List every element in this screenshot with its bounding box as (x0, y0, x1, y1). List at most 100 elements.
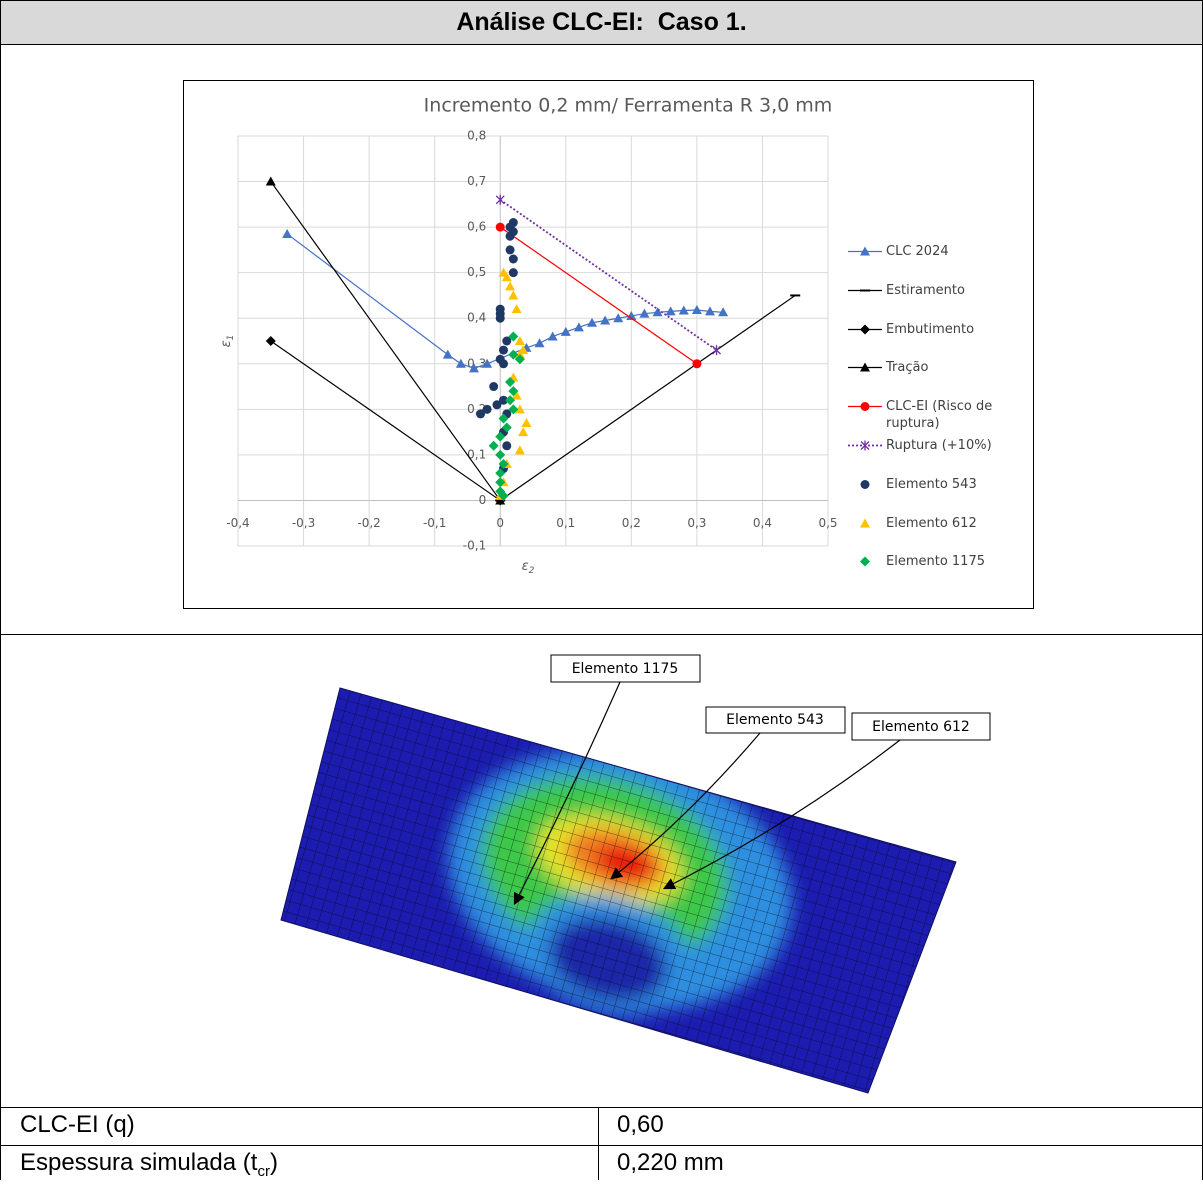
callout-box (705, 706, 846, 734)
y-tick-label: 0,8 (467, 129, 486, 143)
label-symbol: ε (219, 340, 234, 347)
x-tick-label: -0,2 (357, 516, 380, 530)
marker (573, 322, 584, 332)
marker (511, 304, 522, 314)
legend-swatch (848, 246, 882, 256)
marker (501, 422, 512, 433)
marker (455, 358, 466, 368)
marker (505, 377, 516, 387)
y-tick-label: 0,3 (467, 356, 486, 370)
marker (505, 245, 515, 255)
marker (508, 404, 519, 415)
legend-label: Elemento 543 (886, 476, 977, 492)
marker (692, 359, 702, 369)
table-cell: Espessura simulada (tcr) (20, 1145, 278, 1190)
marker (518, 427, 529, 437)
y-tick-label: -0,1 (463, 539, 486, 553)
marker (665, 306, 676, 316)
legend-swatch (848, 402, 882, 412)
marker (718, 307, 729, 317)
callout-arrows (513, 681, 901, 906)
marker (508, 290, 519, 300)
marker (508, 331, 519, 342)
marker (639, 308, 650, 318)
border (598, 1107, 599, 1180)
series-line (499, 294, 796, 501)
marker (498, 459, 509, 469)
marker (600, 315, 611, 325)
border (0, 634, 1203, 635)
marker (499, 395, 508, 405)
marker (492, 400, 502, 410)
x-axis-label: ε2 (522, 559, 535, 576)
marker (626, 310, 637, 320)
cell-text: ) (269, 1149, 278, 1176)
marker (495, 477, 506, 488)
marker (587, 317, 597, 327)
marker (547, 331, 558, 341)
cell-text: Espessura simulada (t (20, 1149, 258, 1176)
marker (691, 305, 702, 315)
marker (514, 404, 525, 414)
x-tick-label: 0,3 (687, 516, 706, 530)
callout-label: Elemento 543 (726, 712, 824, 728)
marker (495, 468, 506, 479)
series-line (270, 181, 501, 501)
chart: Incremento 0,2 mm/ Ferramenta R 3,0 mm ε… (219, 95, 838, 576)
marker (499, 345, 508, 355)
legend-entry: Ruptura (+10%) (846, 437, 1031, 454)
x-tick-label: 0 (496, 516, 504, 530)
legend-swatch (848, 324, 882, 335)
marker (501, 272, 512, 282)
legend-swatch (860, 518, 870, 528)
marker (489, 382, 499, 392)
chart-box: Incremento 0,2 mm/ Ferramenta R 3,0 mm ε… (183, 80, 1034, 609)
y-tick-label: 0,7 (467, 174, 486, 188)
table-cell: 0,60 (617, 1111, 664, 1138)
x-tick-label: -0,1 (423, 516, 446, 530)
y-tick-label: 0,1 (467, 447, 486, 461)
y-tick-label: 0,5 (467, 265, 486, 279)
marker (860, 440, 870, 451)
marker (508, 386, 519, 397)
legend-swatch (848, 289, 882, 292)
table-cell: CLC-EI (q) (20, 1111, 135, 1138)
marker (860, 556, 870, 567)
marker (505, 395, 516, 406)
legend-entry: Embutimento (846, 321, 1031, 338)
legend-entry: CLC 2024 (846, 243, 1031, 260)
marker (505, 281, 516, 291)
callout-box (851, 712, 991, 741)
legend-entry: Tração (846, 359, 1031, 376)
label-sub: 1 (226, 335, 236, 341)
series-line (270, 340, 501, 501)
legend-entry: Elemento 612 (846, 515, 1031, 532)
x-tick-label: 0,5 (818, 516, 837, 530)
marker (613, 313, 624, 323)
marker (495, 495, 506, 505)
marker (860, 402, 870, 412)
marker (469, 363, 479, 373)
y-tick-label: 0,6 (467, 220, 486, 234)
marker (282, 228, 293, 238)
marker (265, 336, 276, 346)
cell-sub: cr (257, 1162, 270, 1180)
x-tick-label: -0,4 (226, 516, 249, 530)
simulation-image: Elemento 1175 Elemento 543 Elemento 612 (280, 654, 991, 1094)
border (0, 1107, 1203, 1108)
marker (514, 354, 525, 365)
marker (508, 268, 518, 278)
marker (860, 362, 870, 372)
callout-box (550, 654, 701, 683)
marker (499, 359, 508, 369)
header-title: Análise CLC-EI: Caso 1. (0, 0, 1203, 45)
legend-swatch (848, 362, 882, 372)
legend-swatch (860, 479, 870, 489)
legend-entry: Estiramento (846, 282, 1031, 299)
marker (508, 349, 519, 360)
marker (511, 390, 522, 400)
marker (505, 231, 515, 241)
legend-label: CLC-EI (Risco de ruptura) (886, 399, 993, 432)
marker (521, 418, 532, 427)
legend-label: Elemento 612 (886, 515, 977, 531)
